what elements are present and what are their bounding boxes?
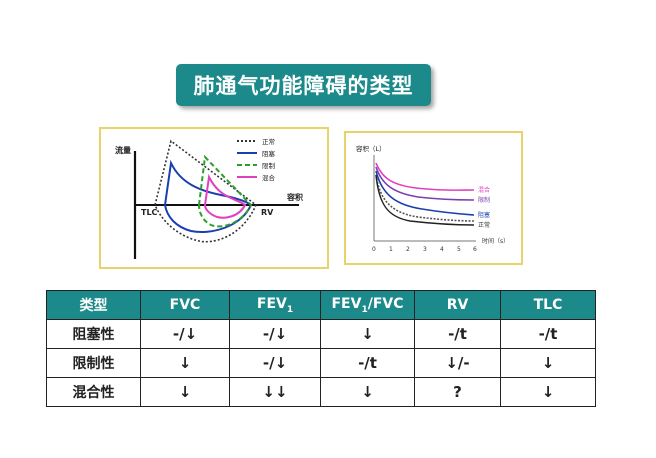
table-header-row: 类型 FVC FEV1 FEV1/FVC RV TLC [46,290,596,320]
legend-mixed: 混合 [262,173,276,182]
cell-rv: -/t [414,319,501,349]
cell-fev1: -/↓ [229,319,321,349]
cell-fev1: -/↓ [229,348,321,378]
cell-fvc: ↓ [140,377,230,407]
header-fev1-fvc: FEV1/FVC [320,290,415,320]
header-fev1: FEV1 [229,290,321,320]
vt-mixed-curve [375,162,475,191]
page-title-text: 肺通气功能障碍的类型 [193,74,414,98]
volume-time-svg: 容积（L） 0 1 2 3 4 5 6 时间（s） 混合 限制 阻塞 正常 [356,144,509,253]
volume-time-figure: 容积（L） 0 1 2 3 4 5 6 时间（s） 混合 限制 阻塞 正常 [344,131,523,265]
header-type: 类型 [46,290,141,320]
vt-restrictive-curve [375,166,475,201]
vt-legend-mixed: 混合 [478,186,490,194]
vt-tick-4: 4 [440,246,444,253]
ventilation-type-table: 类型 FVC FEV1 FEV1/FVC RV TLC 阻塞性 -/↓ -/↓ ↓ -/… [46,290,596,407]
vt-tick-6: 6 [473,246,477,253]
cell-fev1-fvc: ↓ [320,377,415,407]
legend-normal: 正常 [262,137,275,146]
table-row: 阻塞性 -/↓ -/↓ ↓ -/t -/t [46,319,596,349]
row-type-label: 混合性 [46,377,141,407]
cell-fev1: ↓↓ [229,377,321,407]
table-row: 限制性 ↓ -/↓ -/t ↓/- ↓ [46,348,596,378]
cell-fvc: -/↓ [140,319,230,349]
legend-obstructive: 阻塞 [262,149,276,158]
page-title: 肺通气功能障碍的类型 [176,64,431,106]
row-type-label: 限制性 [46,348,141,378]
mixed-loop [203,173,247,219]
header-fvc: FVC [140,290,230,320]
header-rv: RV [414,290,501,320]
header-tlc: TLC [500,290,596,320]
cell-tlc: ↓ [500,377,596,407]
vt-tick-1: 1 [389,246,393,253]
cell-tlc: ↓ [500,348,596,378]
vt-legend-restrictive: 限制 [478,196,490,204]
vt-legend-obstructive: 阻塞 [478,211,490,219]
cell-fvc: ↓ [140,348,230,378]
cell-fev1-fvc: -/t [320,348,415,378]
vt-x-ticks: 0 1 2 3 4 5 6 [372,246,477,253]
tlc-label: TLC [141,208,158,217]
vt-tick-3: 3 [423,246,427,253]
vt-normal-curve [375,174,475,222]
table-row: 混合性 ↓ ↓↓ ↓? ↓ [46,377,596,407]
x-axis-label: 容积 [286,192,303,202]
cell-rv: ? [414,377,501,407]
restrictive-loop [197,154,253,228]
flow-volume-svg: 流量 容积 TLC RV 正常 阻塞 限制 混合 [115,137,303,259]
row-type-label: 阻塞性 [46,319,141,349]
flow-volume-figure: 流量 容积 TLC RV 正常 阻塞 限制 混合 [99,127,329,269]
cell-fev1-fvc: ↓ [320,319,415,349]
obstructive-loop [163,159,253,233]
cell-rv: ↓/- [414,348,501,378]
cell-tlc: -/t [500,319,596,349]
vt-tick-2: 2 [406,246,410,253]
vt-x-label: 时间（s） [482,237,509,245]
legend-restrictive: 限制 [262,161,276,170]
y-axis-label: 流量 [115,145,131,155]
vt-tick-5: 5 [457,246,461,253]
rv-label: RV [261,208,274,217]
vt-normal-curve-2 [375,174,475,226]
vt-tick-0: 0 [372,246,376,253]
normal-loop [154,139,257,243]
vt-legend-normal: 正常 [478,221,490,229]
vt-obstructive-curve [375,170,475,216]
vt-y-label: 容积（L） [356,144,386,153]
